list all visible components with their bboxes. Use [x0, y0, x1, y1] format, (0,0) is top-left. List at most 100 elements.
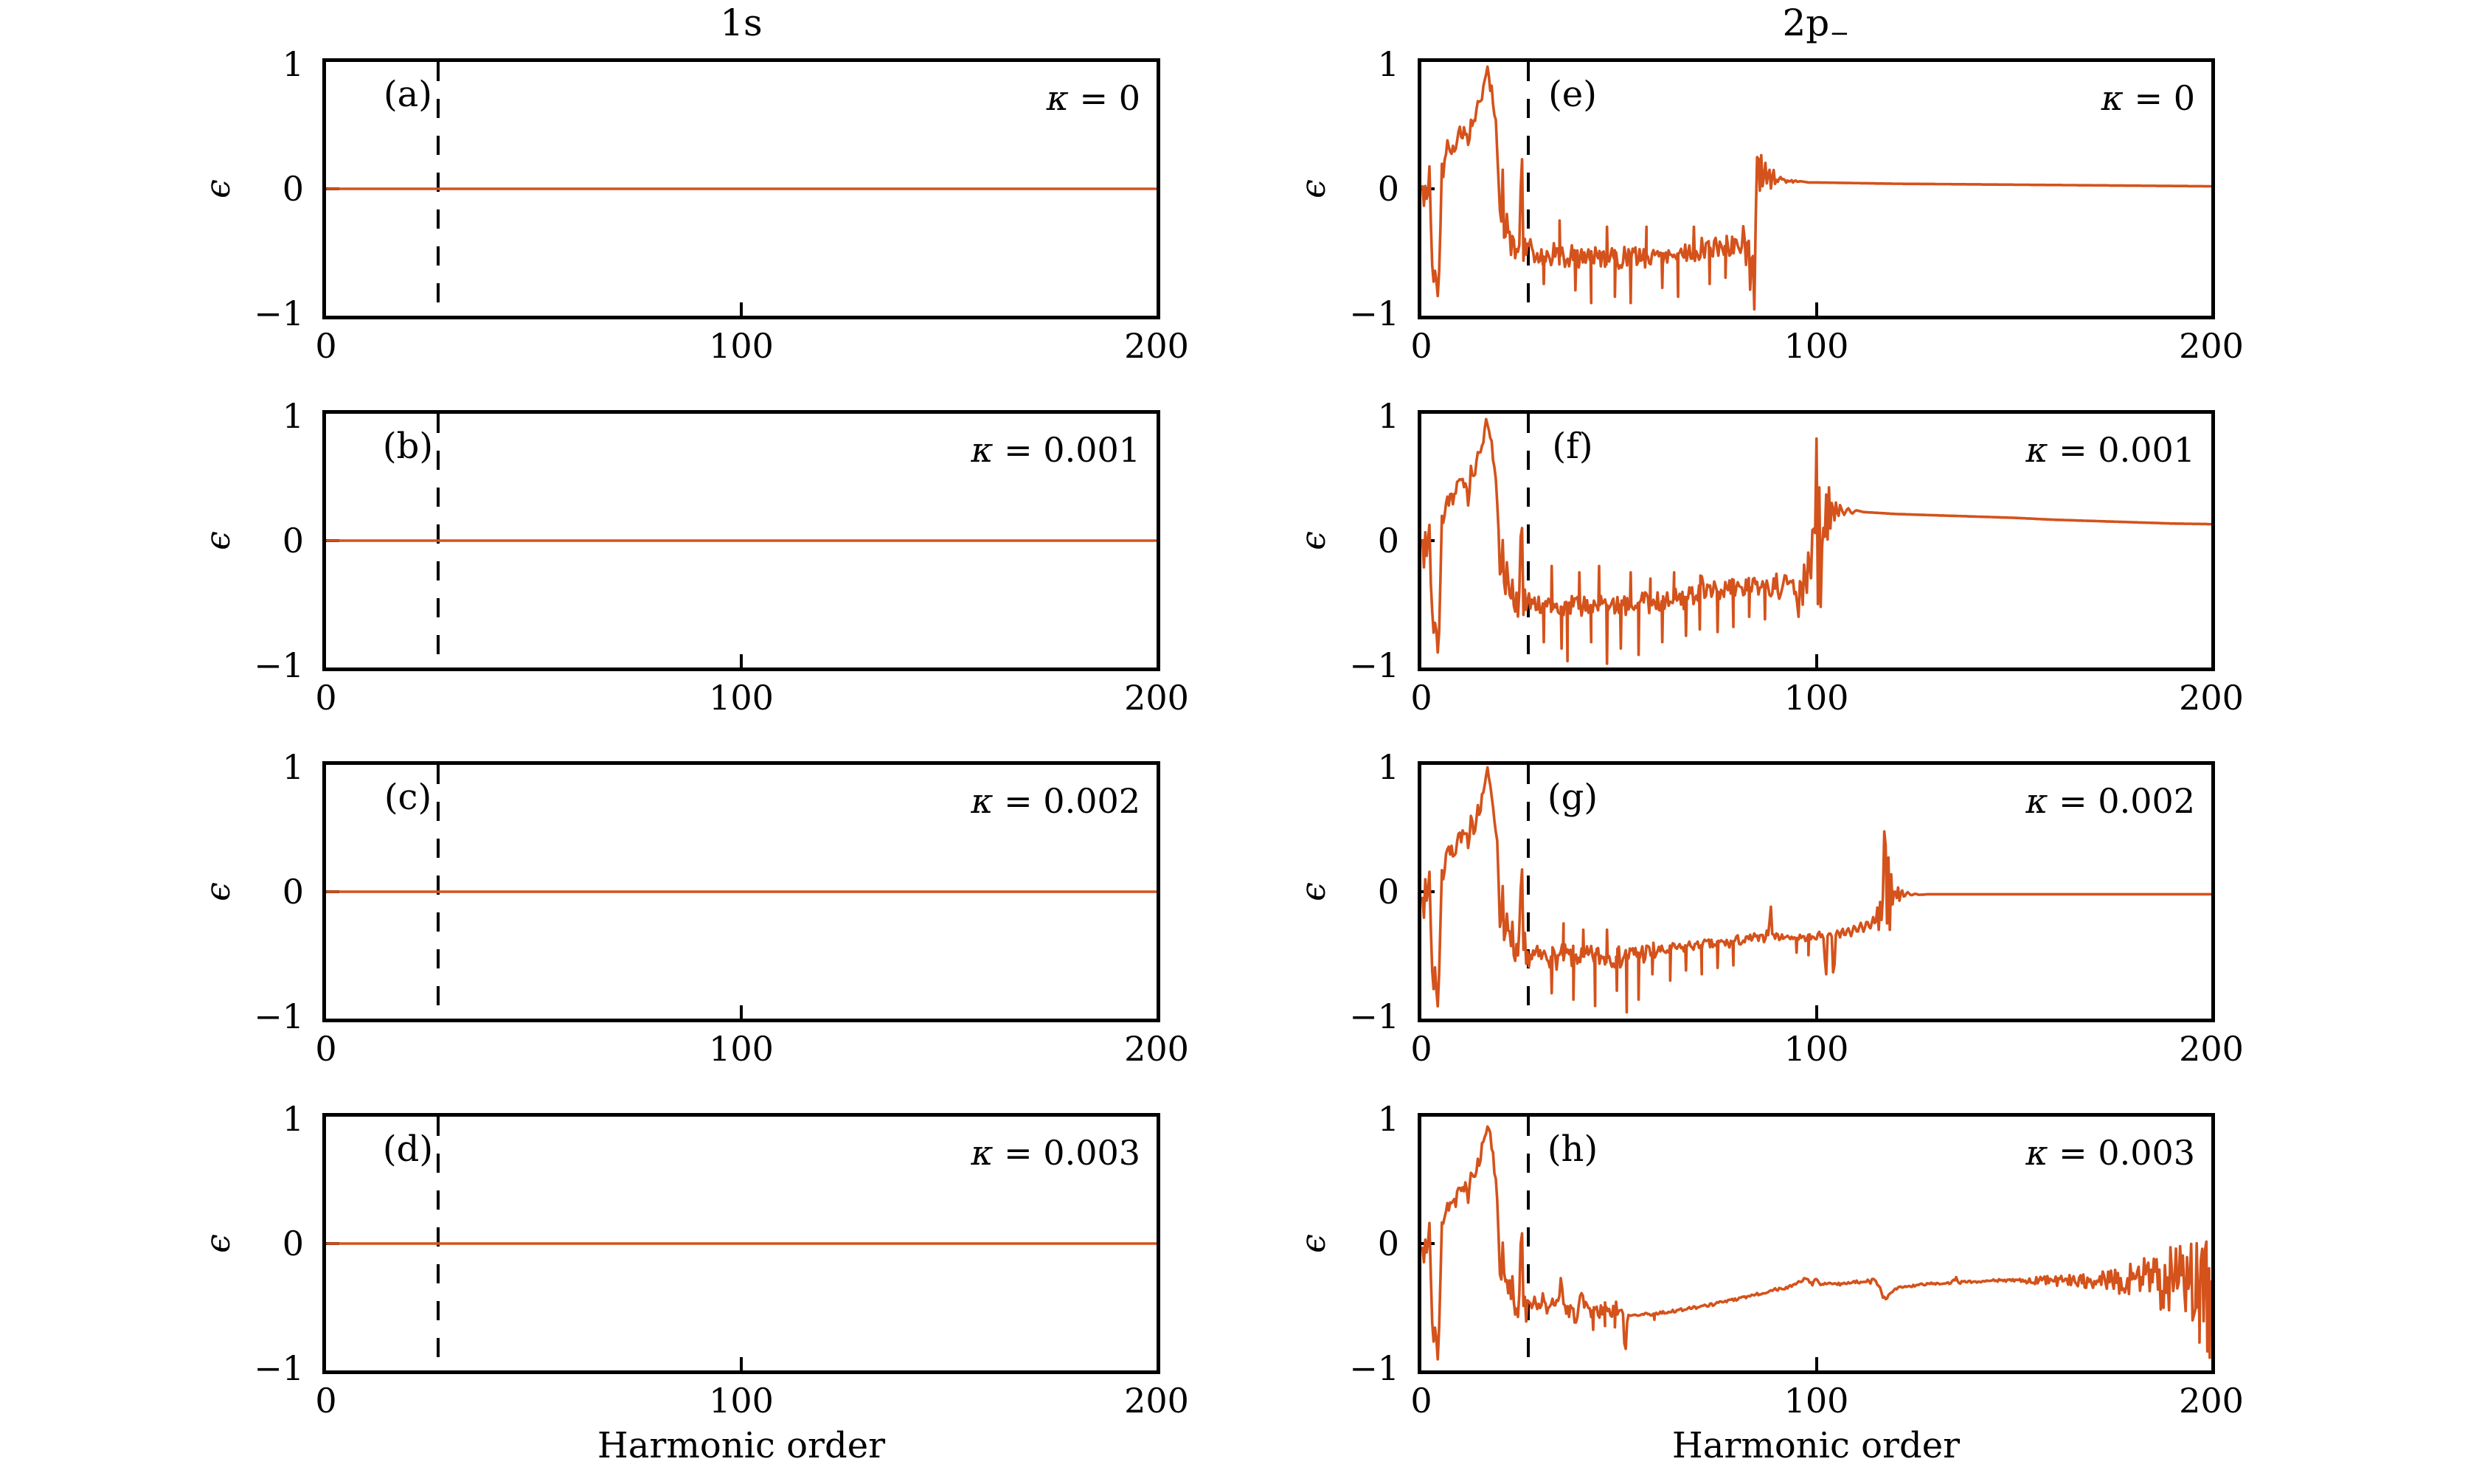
- xtick-label-100: 100: [1784, 326, 1849, 366]
- epsilon-vs-harmonic-plot: [1421, 1117, 2211, 1370]
- kappa-symbol: κ: [2025, 781, 2048, 821]
- epsilon-curve: [1423, 1126, 2211, 1359]
- panel-letter-label: (c): [384, 777, 432, 818]
- panel-letter-label: (a): [383, 74, 433, 115]
- xtick-label-100: 100: [709, 1029, 774, 1069]
- panel-letter-label: (g): [1547, 777, 1598, 818]
- epsilon-vs-harmonic-plot: [1421, 765, 2211, 1019]
- column-title-1s-text: 1s: [720, 1, 763, 44]
- epsilon-vs-harmonic-plot: [326, 62, 1157, 316]
- xtick-label-0: 0: [1410, 1381, 1432, 1421]
- kappa-annotation: κ = 0: [2101, 78, 2195, 118]
- epsilon-curve: [1423, 419, 2211, 664]
- ytick-label-1: 1: [1377, 747, 1399, 787]
- x-axis-title-left: Harmonic order: [597, 1425, 886, 1466]
- kappa-symbol: κ: [971, 1133, 994, 1173]
- kappa-equation: = 0.003: [2048, 1133, 2195, 1173]
- ytick-label-0: 0: [1377, 169, 1399, 209]
- epsilon-vs-harmonic-plot: [326, 765, 1157, 1019]
- xtick-label-200: 200: [1124, 678, 1189, 718]
- epsilon-curve: [1423, 66, 2211, 309]
- xtick-label-0: 0: [1410, 326, 1432, 366]
- xtick-label-200: 200: [2179, 326, 2244, 366]
- x100-tick-mark: [1814, 654, 1818, 668]
- epsilon-vs-harmonic-plot: [326, 1117, 1157, 1370]
- x100-tick-mark: [1814, 302, 1818, 316]
- panel-f: ϵ 1 0 −1 0 100 200 (f) κ = 0.001: [1293, 399, 2244, 715]
- xtick-label-200: 200: [2179, 1029, 2244, 1069]
- xtick-label-0: 0: [315, 1029, 337, 1069]
- panel-letter-label: (d): [382, 1128, 434, 1170]
- xtick-label-100: 100: [1784, 1029, 1849, 1069]
- kappa-symbol: κ: [971, 430, 994, 470]
- xtick-label-200: 200: [1124, 1029, 1189, 1069]
- ytick-label-0: 0: [1377, 521, 1399, 561]
- ytick-label-1: 1: [1377, 1099, 1399, 1139]
- panel-letter-label: (b): [382, 426, 434, 467]
- kappa-equation: = 0: [2123, 78, 2195, 118]
- kappa-equation: = 0.002: [993, 781, 1140, 821]
- epsilon-vs-harmonic-plot: [1421, 414, 2211, 668]
- kappa-symbol: κ: [971, 781, 994, 821]
- ytick-label-1: 1: [1377, 396, 1399, 436]
- kappa-symbol: κ: [2101, 78, 2124, 118]
- kappa-symbol: κ: [2025, 1133, 2048, 1173]
- ytick-label-1: 1: [282, 44, 304, 84]
- ytick-label-minus1: −1: [1349, 645, 1399, 685]
- panel-e: ϵ 1 0 −1 0 100 200 (e) κ = 0: [1293, 47, 2244, 363]
- cutoff-dashed-line: [1526, 414, 1530, 668]
- kappa-annotation: κ = 0.003: [2025, 1133, 2195, 1173]
- x100-tick-mark: [1814, 1357, 1818, 1370]
- kappa-equation: = 0.001: [2048, 430, 2195, 470]
- ytick-label-0: 0: [282, 1224, 304, 1263]
- xtick-label-0: 0: [1410, 1029, 1432, 1069]
- ytick-label-1: 1: [282, 747, 304, 787]
- xtick-label-200: 200: [2179, 1381, 2244, 1421]
- panel-h: ϵ 1 0 −1 0 100 200 (h) κ = 0.003: [1293, 1102, 2244, 1418]
- x100-tick-mark: [1814, 1005, 1818, 1019]
- cutoff-dashed-line: [1526, 62, 1530, 316]
- ytick-label-1: 1: [282, 1099, 304, 1139]
- kappa-symbol: κ: [2025, 430, 2048, 470]
- xtick-label-100: 100: [1784, 678, 1849, 718]
- x100-tick-mark: [740, 1357, 743, 1370]
- column-title-2p-base: 2p: [1782, 1, 1830, 44]
- xtick-label-0: 0: [315, 326, 337, 366]
- ytick-label-0: 0: [282, 872, 304, 912]
- kappa-annotation: κ = 0.002: [2025, 781, 2195, 821]
- cutoff-dashed-line: [1526, 765, 1530, 1019]
- epsilon-vs-harmonic-plot: [326, 414, 1157, 668]
- panel-c: ϵ 1 0 −1 0 100 200 (c) κ = 0.002: [198, 750, 1189, 1066]
- x100-tick-mark: [740, 654, 743, 668]
- kappa-equation: = 0.003: [993, 1133, 1140, 1173]
- panel-b: ϵ 1 0 −1 0 100 200 (b) κ = 0.001: [198, 399, 1189, 715]
- panel-d: ϵ 1 0 −1 0 100 200 (d) κ = 0.003: [198, 1102, 1189, 1418]
- panel-letter-label: (e): [1548, 74, 1597, 115]
- ytick-label-minus1: −1: [254, 645, 304, 685]
- x-axis-title-right: Harmonic order: [1671, 1425, 1961, 1466]
- kappa-annotation: κ = 0: [1047, 78, 1140, 118]
- ytick-label-minus1: −1: [254, 294, 304, 333]
- ytick-label-0: 0: [282, 169, 304, 209]
- xtick-label-0: 0: [1410, 678, 1432, 718]
- ytick-label-0: 0: [282, 521, 304, 561]
- x100-tick-mark: [740, 1005, 743, 1019]
- xtick-label-200: 200: [2179, 678, 2244, 718]
- ytick-label-minus1: −1: [1349, 1348, 1399, 1388]
- xtick-label-200: 200: [1124, 326, 1189, 366]
- ytick-label-1: 1: [1377, 44, 1399, 84]
- cutoff-dashed-line: [1526, 1117, 1530, 1370]
- kappa-equation: = 0.002: [2048, 781, 2195, 821]
- kappa-annotation: κ = 0.001: [971, 430, 1140, 470]
- ytick-label-0: 0: [1377, 1224, 1399, 1263]
- kappa-annotation: κ = 0.002: [971, 781, 1140, 821]
- kappa-annotation: κ = 0.001: [2025, 430, 2195, 470]
- ytick-label-minus1: −1: [1349, 996, 1399, 1036]
- xtick-label-100: 100: [709, 1381, 774, 1421]
- xtick-label-200: 200: [1124, 1381, 1189, 1421]
- kappa-equation: = 0.001: [993, 430, 1140, 470]
- column-title-2p-minus: 2p−: [1632, 1, 2000, 47]
- x100-tick-mark: [740, 302, 743, 316]
- ytick-label-minus1: −1: [1349, 294, 1399, 333]
